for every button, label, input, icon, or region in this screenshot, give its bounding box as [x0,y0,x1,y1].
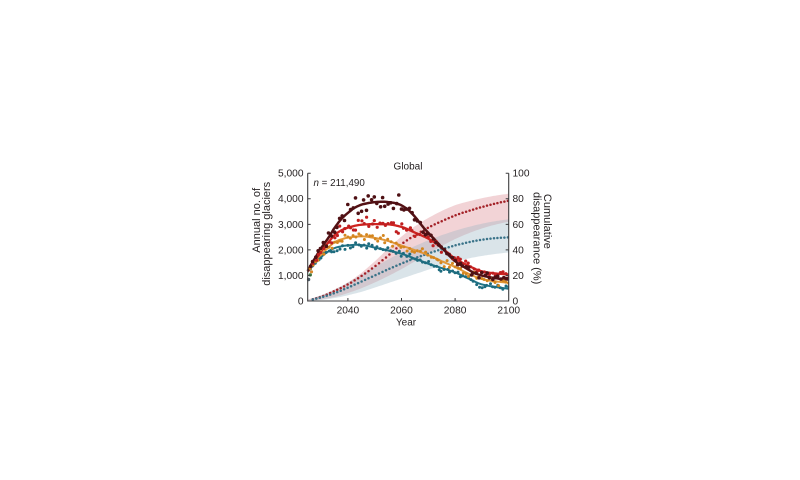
svg-text:0: 0 [298,296,304,307]
svg-text:n = 211,490: n = 211,490 [314,178,366,189]
svg-text:40: 40 [513,245,525,256]
svg-text:0: 0 [513,296,519,307]
svg-text:2060: 2060 [390,306,413,317]
svg-text:3,000: 3,000 [278,220,304,231]
svg-text:2080: 2080 [444,306,467,317]
svg-text:Global: Global [394,162,423,173]
svg-text:5,000: 5,000 [278,169,304,180]
svg-text:2,000: 2,000 [278,245,304,256]
svg-text:60: 60 [513,220,525,231]
svg-text:Cumulative: Cumulative [541,194,553,249]
svg-text:4,000: 4,000 [278,194,304,205]
svg-text:1,000: 1,000 [278,271,304,282]
svg-text:100: 100 [513,169,530,180]
svg-text:disappearing glaciers: disappearing glaciers [261,181,273,285]
svg-text:disappearance (%): disappearance (%) [530,192,542,284]
svg-text:2100: 2100 [497,306,520,317]
svg-text:Annual no. of: Annual no. of [251,187,263,253]
svg-text:20: 20 [513,271,525,282]
svg-text:Year: Year [396,318,417,329]
svg-text:2040: 2040 [337,306,360,317]
svg-text:80: 80 [513,194,525,205]
